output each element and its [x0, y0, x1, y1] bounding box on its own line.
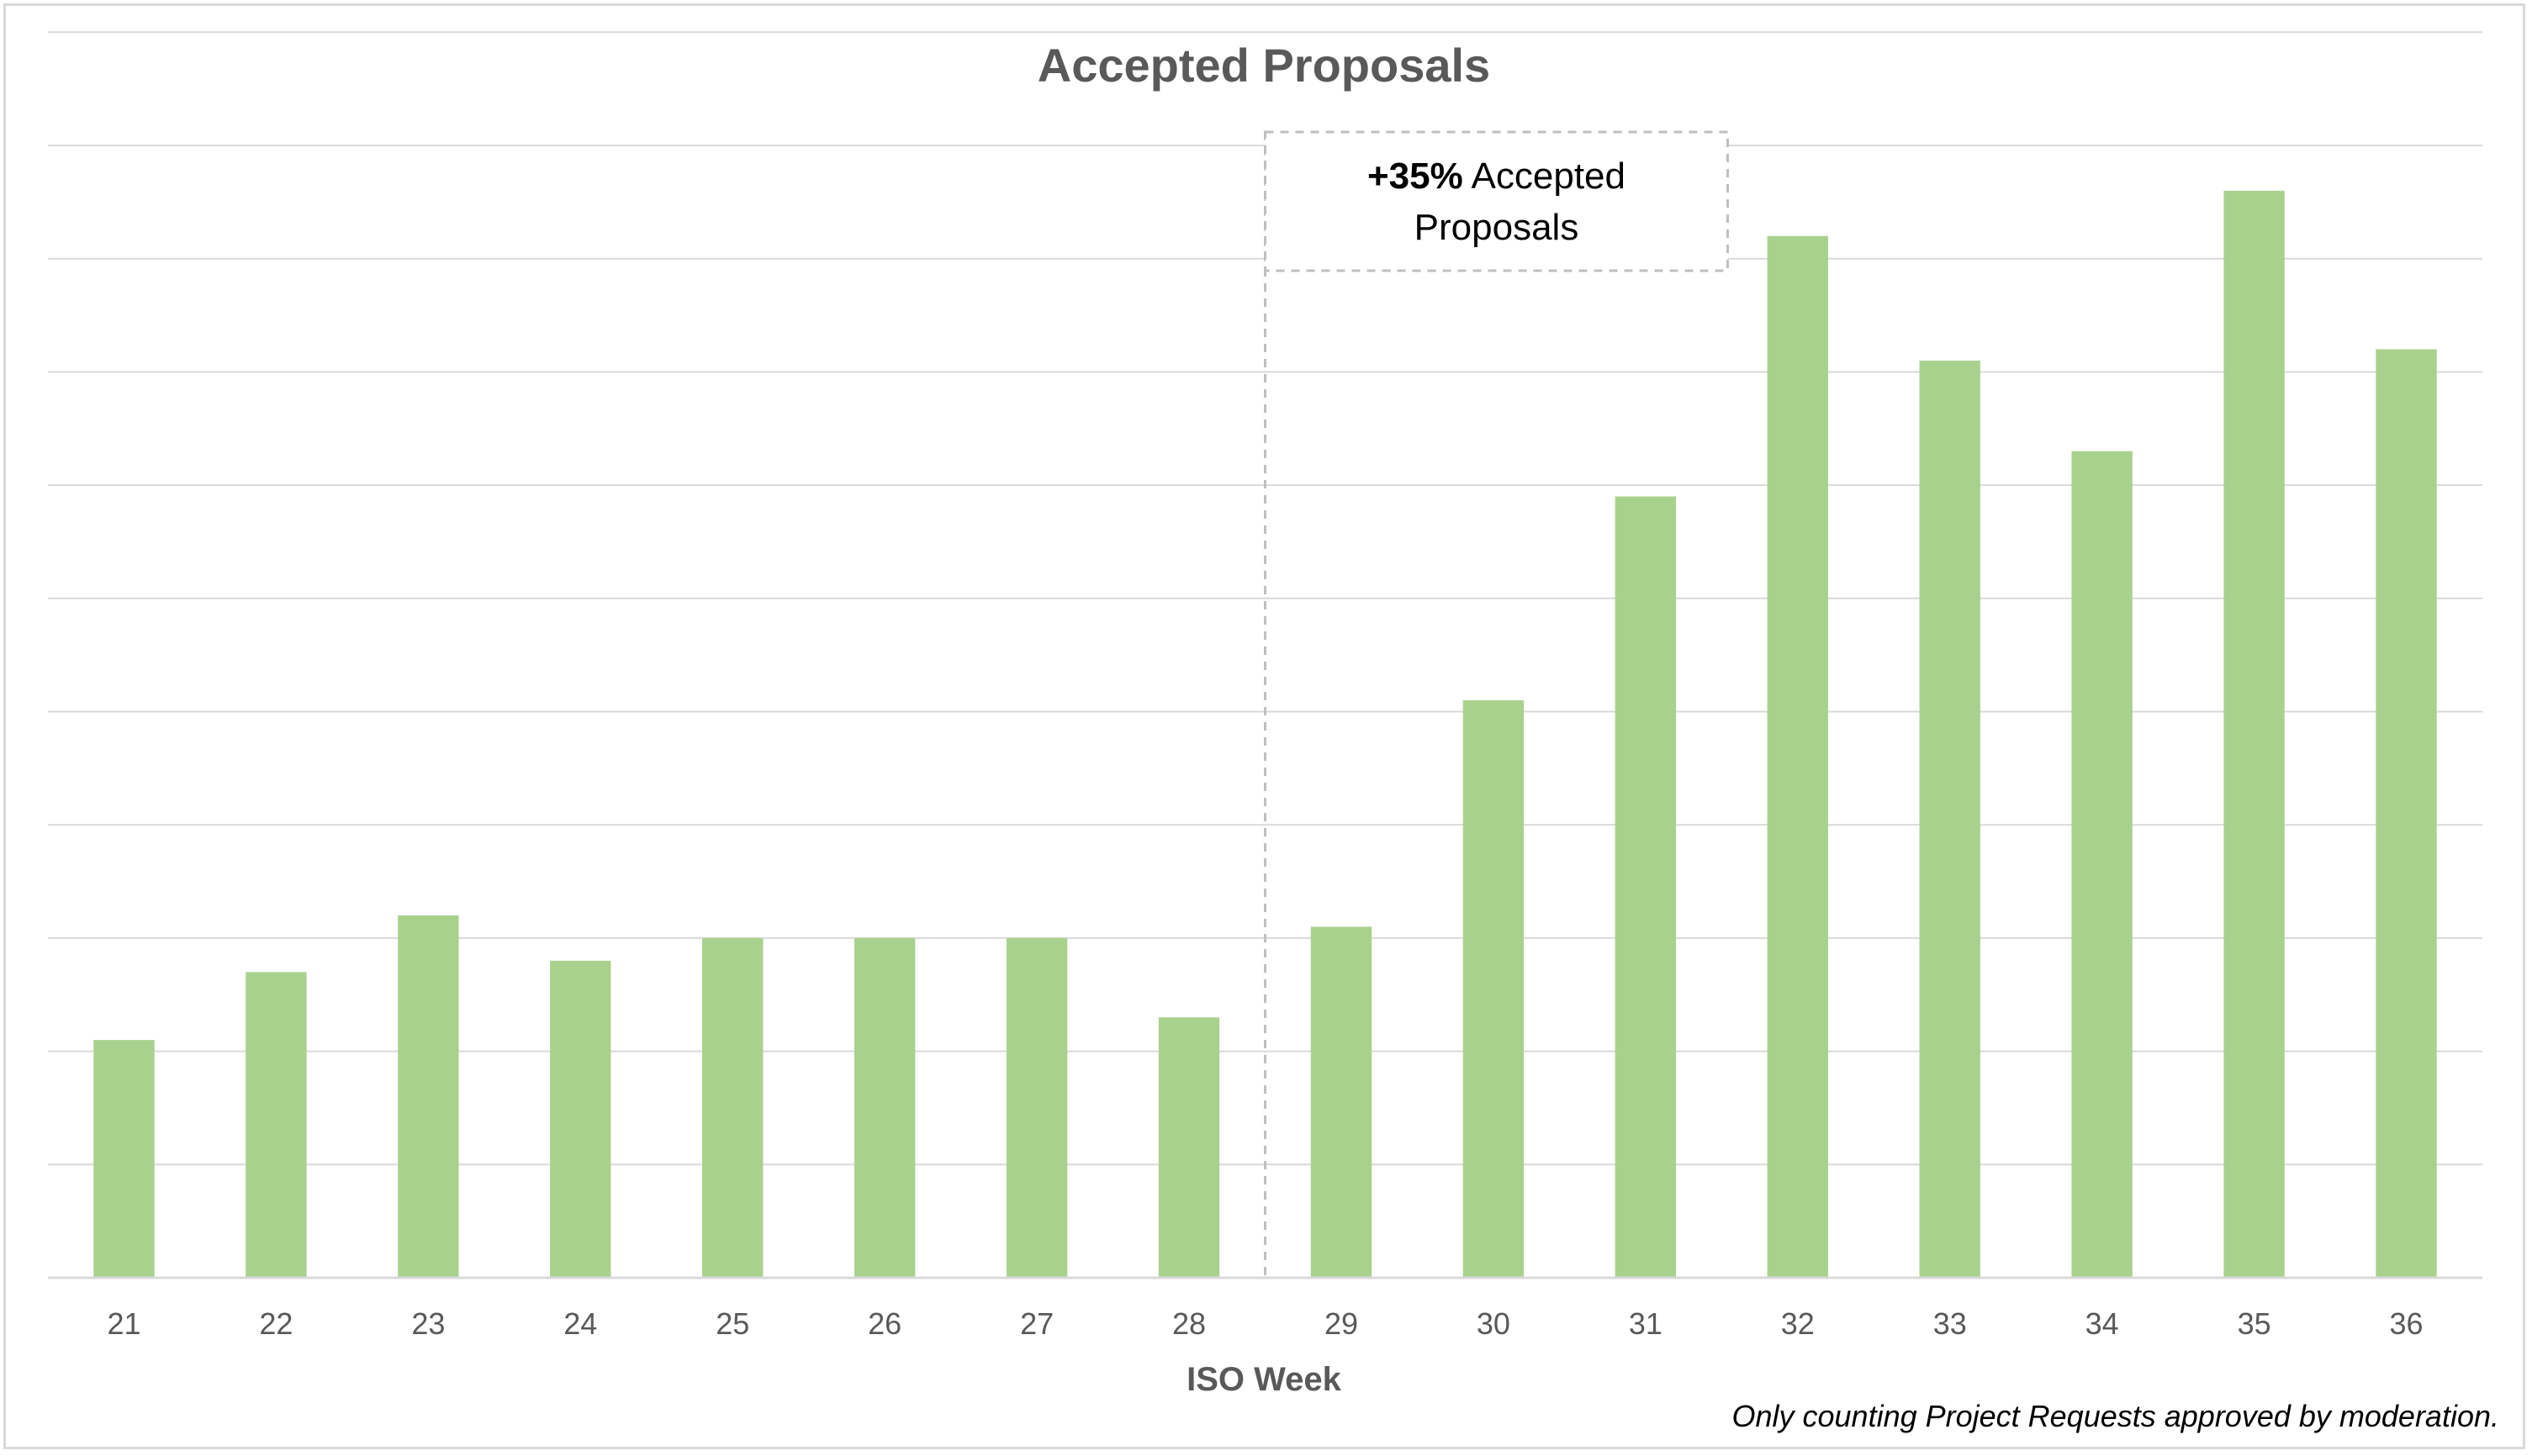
x-tick-label: 33 [1933, 1306, 1967, 1341]
footnote: Only counting Project Requests approved … [1731, 1399, 2499, 1433]
bar-week-21 [93, 1040, 155, 1278]
x-tick-label: 35 [2238, 1306, 2271, 1341]
bar-week-35 [2223, 190, 2285, 1278]
x-tick-label: 34 [2085, 1306, 2119, 1341]
x-tick-label: 24 [563, 1306, 597, 1341]
x-tick-labels: 21 22 23 24 25 26 27 28 29 30 31 32 33 34 35 36 [107, 1306, 2423, 1341]
x-tick-label: 32 [1781, 1306, 1815, 1341]
annotation-box [1264, 130, 1729, 272]
x-tick-label: 23 [411, 1306, 445, 1341]
bar-week-36 [2376, 349, 2437, 1279]
bar-week-26 [854, 937, 916, 1278]
bars [93, 190, 2437, 1279]
bar-week-30 [1462, 700, 1525, 1278]
annotation-label-1: Accepted [1463, 156, 1625, 197]
bar-week-33 [1919, 360, 1980, 1279]
x-tick-label: 30 [1477, 1306, 1510, 1341]
bar-week-29 [1310, 926, 1372, 1278]
x-tick-label: 25 [716, 1306, 749, 1341]
bar-week-24 [550, 960, 611, 1278]
x-tick-label: 29 [1324, 1306, 1358, 1341]
bar-week-32 [1767, 235, 1828, 1278]
bar-week-34 [2071, 451, 2133, 1278]
x-tick-label: 22 [259, 1306, 293, 1341]
annotation-percent: +35% [1367, 156, 1463, 197]
x-tick-label: 26 [868, 1306, 901, 1341]
bar-week-28 [1158, 1017, 1220, 1278]
x-tick-label: 21 [107, 1306, 140, 1341]
annotation-text: +35% Accepted [1367, 156, 1625, 197]
annotation-text-line-2: Proposals [1414, 207, 1579, 248]
bar-week-31 [1615, 496, 1677, 1278]
bar-week-25 [702, 937, 764, 1278]
x-tick-label: 36 [2390, 1306, 2424, 1341]
bar-week-27 [1006, 937, 1068, 1278]
x-tick-label: 31 [1629, 1306, 1662, 1341]
x-tick-label: 28 [1172, 1306, 1206, 1341]
x-axis-label: ISO Week [1187, 1361, 1342, 1398]
bar-week-22 [246, 972, 307, 1278]
chart-title: Accepted Proposals [1038, 39, 1490, 92]
bar-week-23 [398, 915, 459, 1278]
x-tick-label: 27 [1020, 1306, 1054, 1341]
